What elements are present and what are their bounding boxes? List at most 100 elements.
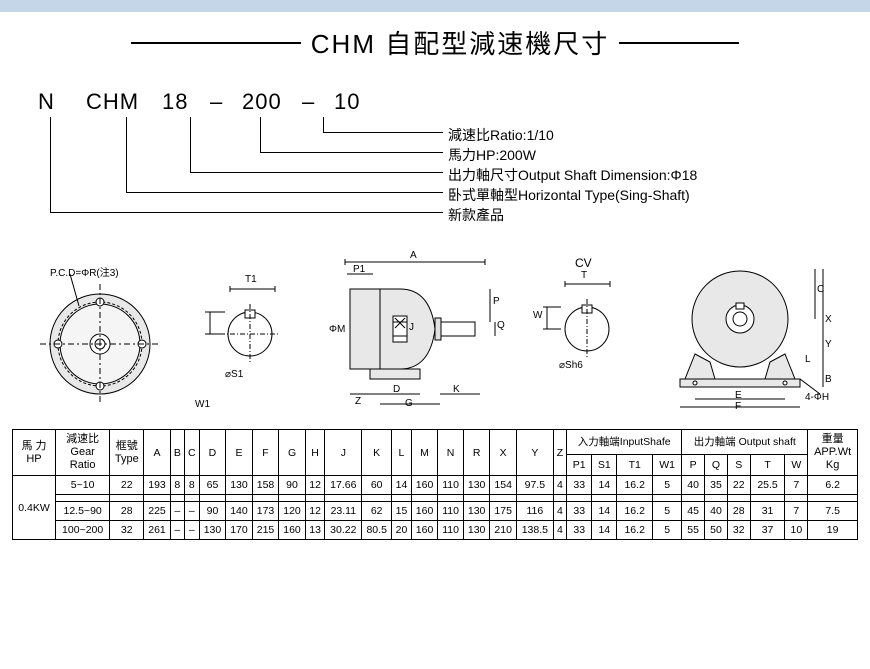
cell-value [617,495,653,502]
label-new: 新款產品 [448,205,697,225]
label-t: T [581,270,587,281]
cell-value: 116 [516,502,553,521]
cell-value: 215 [252,521,279,540]
th-E: E [226,430,253,476]
cell-value: 120 [279,502,306,521]
diagram-input-shaft: T1 W1 ⌀S1 [195,274,295,394]
cell-type [110,495,144,502]
cell-type: 28 [110,502,144,521]
label-ratio: 減速比Ratio:1/10 [448,125,697,145]
th-P: P [682,454,705,475]
cell-value: 7 [785,502,808,521]
cell-ratio: 5~10 [55,476,109,495]
th-hp: 馬 力 HP [13,430,56,476]
table-row: 100~20032261––1301702151601330.2280.5201… [13,521,858,540]
cell-value: 32 [727,521,750,540]
cell-value: 33 [567,502,592,521]
cell-value [226,495,253,502]
th-wt: 重量 APP.Wt Kg [808,430,858,476]
th-P1: P1 [567,454,592,475]
code-chm: CHM [86,89,144,115]
label-cv: CV [575,256,592,270]
cell-value: 30.22 [325,521,362,540]
th-A: A [144,430,171,476]
label-p1: P1 [353,264,365,275]
cell-value: 35 [705,476,728,495]
code-n: N [38,89,68,115]
cell-value: 6.2 [808,476,858,495]
cell-value: 261 [144,521,171,540]
diagram-flange: P.C.D=ΦR(注3) [35,264,165,404]
th-W1: W1 [653,454,682,475]
th-T: T [750,454,785,475]
cell-value: 5 [653,502,682,521]
cell-ratio [55,495,109,502]
cell-type: 22 [110,476,144,495]
cell-value: 8 [184,476,199,495]
th-R: R [463,430,490,476]
model-code-decoder: N CHM 18 – 200 – 10 減速比Ratio:1/10 馬力HP:2… [38,89,870,239]
cell-value [490,495,517,502]
model-code: N CHM 18 – 200 – 10 [38,89,364,115]
cell-value: 5 [653,521,682,540]
cell-value: 25.5 [750,476,785,495]
cell-value: 14 [592,476,617,495]
cell-value: 130 [463,521,490,540]
cell-value: 28 [727,502,750,521]
cell-value: 138.5 [516,521,553,540]
diagram-motor-shaft: CV T W ⌀Sh6 [535,264,635,404]
cell-value: – [170,521,184,540]
cell-value [682,495,705,502]
spec-table-body: 0.4KW5~10221938865130158901217.666014160… [13,476,858,540]
th-C: C [184,430,199,476]
cell-value [279,495,306,502]
label-w: W [533,310,542,321]
cell-value: 16.2 [617,502,653,521]
cell-ratio: 100~200 [55,521,109,540]
cell-hp: 0.4KW [13,476,56,540]
th-D: D [199,430,226,476]
cell-value: 14 [392,476,412,495]
label-hp: 馬力HP:200W [448,145,697,165]
th-G: G [279,430,306,476]
cell-value: 110 [438,476,464,495]
th-L: L [392,430,412,476]
th-T1: T1 [617,454,653,475]
cell-value: 37 [750,521,785,540]
label-4h: 4-ΦH [805,392,829,403]
label-w1: W1 [195,399,210,410]
th-J: J [325,430,362,476]
cell-value: 65 [199,476,226,495]
title-row: CHM 自配型減速機尺寸 [0,12,870,69]
th-B: B [170,430,184,476]
label-sh6: ⌀Sh6 [559,360,583,371]
page-title: CHM 自配型減速機尺寸 [301,24,619,61]
th-W: W [785,454,808,475]
cell-value: 7 [785,476,808,495]
cell-value [411,495,438,502]
decode-labels: 減速比Ratio:1/10 馬力HP:200W 出力軸尺寸Output Shaf… [448,125,697,225]
cell-value: 7.5 [808,502,858,521]
cell-value: 16.2 [617,521,653,540]
th-S: S [727,454,750,475]
cell-value: 90 [279,476,306,495]
cell-value [567,495,592,502]
table-row [13,495,858,502]
cell-value: 130 [199,521,226,540]
cell-value: – [184,521,199,540]
cell-value [727,495,750,502]
label-shaft: 出力軸尺寸Output Shaft Dimension:Φ18 [448,165,697,185]
cell-value [653,495,682,502]
cell-value: 160 [411,476,438,495]
cell-value [305,495,325,502]
th-output-group: 出力軸端 Output shaft [682,430,808,455]
cell-value: 160 [411,502,438,521]
cell-value [170,495,184,502]
label-x: X [825,314,832,325]
code-dash2: – [302,89,316,115]
cell-value: 50 [705,521,728,540]
cell-value: 12 [305,476,325,495]
cell-value: 40 [682,476,705,495]
label-pcd: P.C.D=ΦR(注3) [50,264,119,279]
label-l: L [805,354,811,365]
